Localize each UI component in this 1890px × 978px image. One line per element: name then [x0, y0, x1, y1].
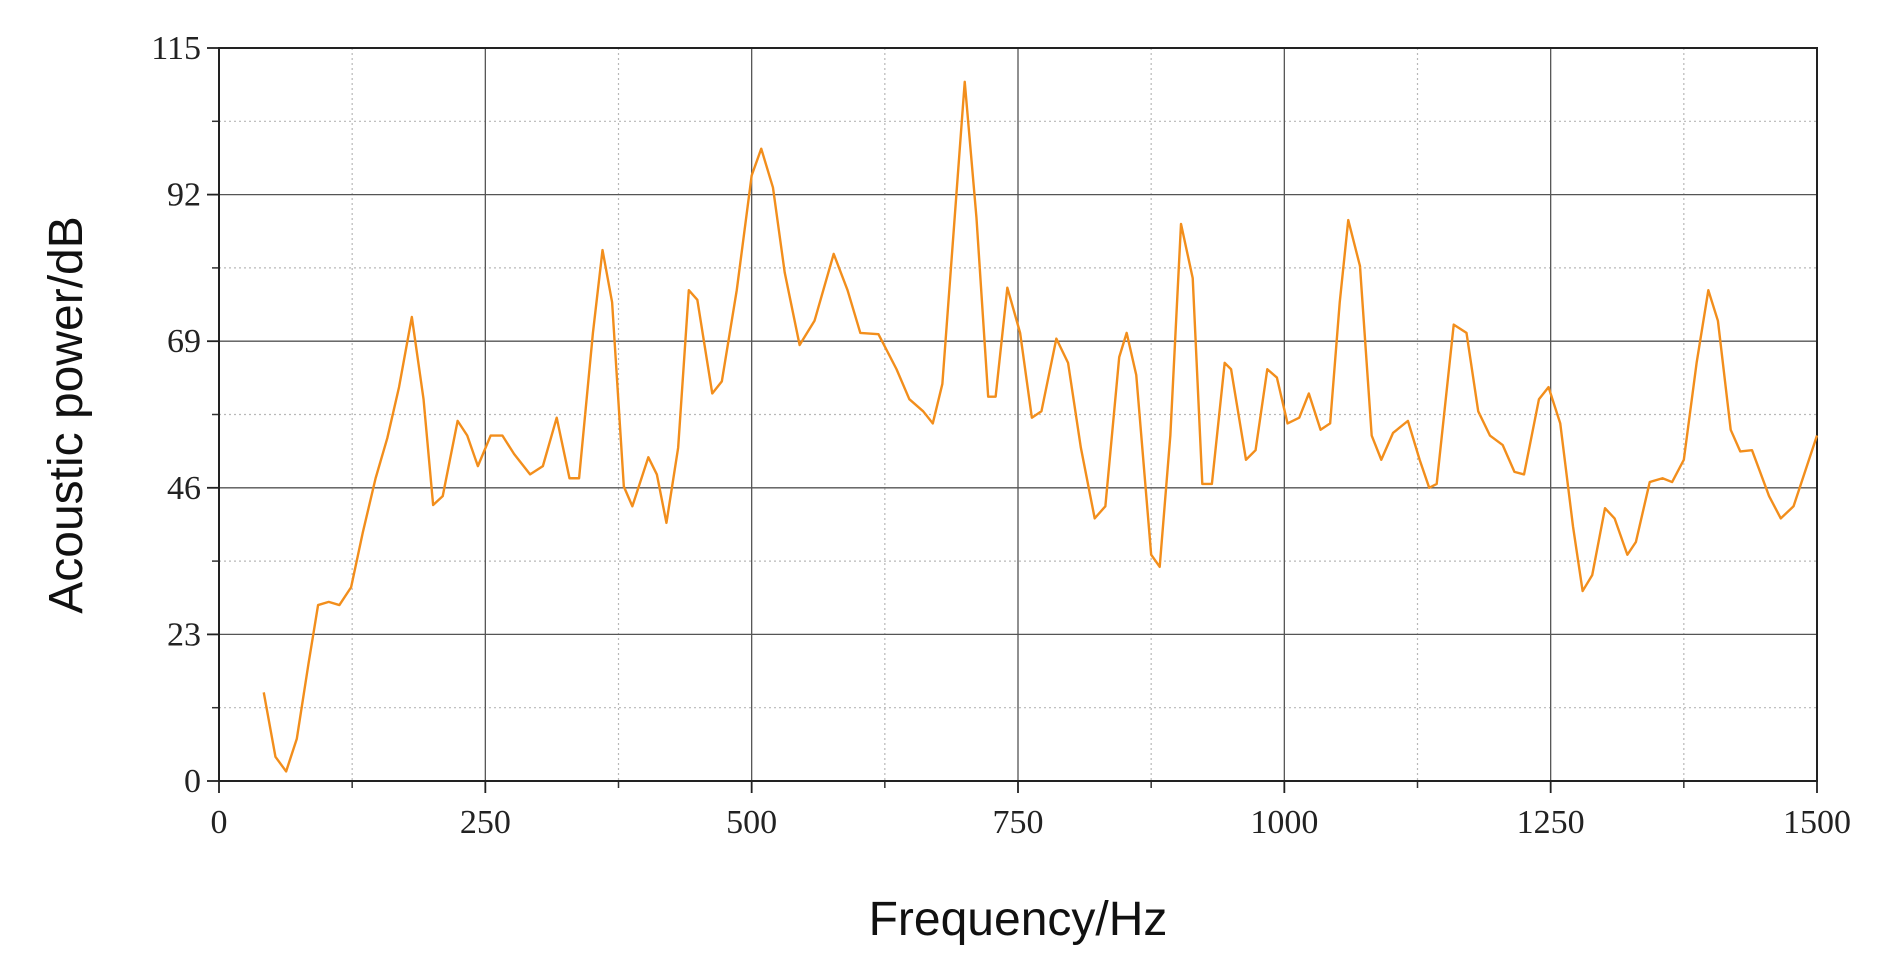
x-tick-label: 1500: [1783, 804, 1851, 841]
y-tick-label: 69: [167, 323, 201, 360]
x-tick-label: 0: [211, 804, 228, 841]
x-tick-label: 1000: [1250, 804, 1318, 841]
x-tick-label: 1250: [1517, 804, 1585, 841]
x-axis-label: Frequency/Hz: [869, 893, 1168, 946]
x-tick-label: 500: [726, 804, 777, 841]
x-tick-label: 250: [460, 804, 511, 841]
y-tick-label: 23: [167, 616, 201, 653]
y-axis-label: Acoustic power/dB: [40, 216, 93, 614]
y-tick-label: 0: [184, 763, 201, 800]
y-tick-label: 46: [167, 470, 201, 507]
data-line: [262, 80, 1819, 773]
y-tick-label: 115: [151, 30, 201, 67]
x-tick-label: 750: [993, 804, 1044, 841]
y-tick-label: 92: [167, 177, 201, 214]
plot-frame: [218, 47, 1818, 782]
